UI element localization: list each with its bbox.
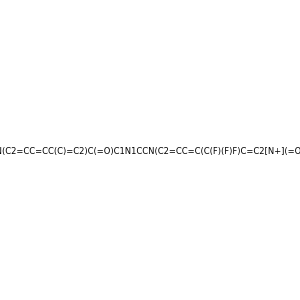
Text: O=C1CN(C2=CC=CC(C)=C2)C(=O)C1N1CCN(C2=CC=C(C(F)(F)F)C=C2[N+](=O)[O-])CC1: O=C1CN(C2=CC=CC(C)=C2)C(=O)C1N1CCN(C2=CC… (0, 147, 300, 156)
